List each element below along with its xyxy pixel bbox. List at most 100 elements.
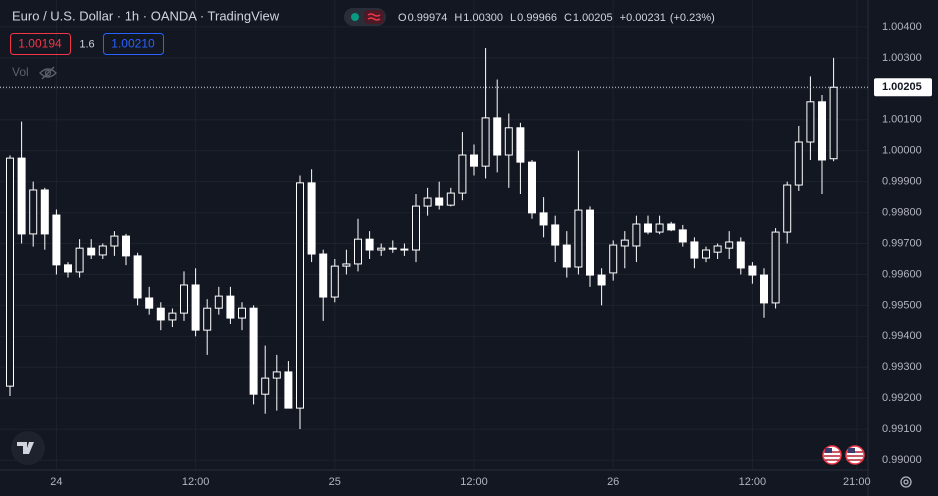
- y-tick-label: 0.99500: [882, 299, 922, 311]
- y-tick-label: 1.00400: [882, 21, 922, 33]
- candle-body: [342, 263, 351, 267]
- candle-body: [609, 244, 618, 274]
- candle-body: [794, 141, 803, 186]
- candle-body: [133, 255, 142, 299]
- candle-body: [632, 223, 641, 247]
- ohlc-legend: O 0.99974 H 1.00300 L 0.99966 C 1.00205 +0.00231…: [398, 12, 715, 24]
- candle-body: [307, 182, 316, 255]
- ohlc-value: 1.00205: [573, 12, 613, 24]
- candle-body: [458, 154, 467, 194]
- sell-button[interactable]: [10, 33, 71, 55]
- market-open-dot: [351, 13, 359, 21]
- volume-label: Vol: [12, 65, 29, 79]
- candle-body: [655, 223, 664, 233]
- candle-body: [29, 189, 38, 235]
- candle-body: [748, 265, 757, 276]
- hide-volume-icon[interactable]: [39, 66, 57, 80]
- candle-body: [423, 197, 432, 207]
- y-tick-label: 0.99600: [882, 268, 922, 280]
- ohlc-value: 0.99966: [517, 12, 557, 24]
- y-tick-label: 1.00300: [882, 52, 922, 64]
- x-tick-label: 21:00: [843, 476, 871, 488]
- ohlc-key: O: [398, 12, 407, 24]
- y-tick-label: 0.99900: [882, 176, 922, 188]
- candle-body: [667, 223, 676, 231]
- candle-body: [644, 223, 652, 233]
- last-price-box: [874, 78, 932, 97]
- candle-body: [388, 247, 397, 250]
- x-tick-label: 12:00: [460, 476, 488, 488]
- candle-body: [620, 239, 629, 247]
- buy-price[interactable]: 1.00210: [111, 37, 155, 51]
- y-tick-label: 0.99300: [882, 361, 922, 373]
- candle-body: [539, 212, 548, 226]
- candle-body: [330, 265, 339, 298]
- candle-body: [214, 295, 223, 309]
- candle-body: [771, 231, 780, 304]
- tradingview-logo[interactable]: [11, 431, 45, 465]
- ohlc-key: H: [454, 12, 462, 24]
- candle-body: [261, 377, 270, 395]
- candle-body: [180, 284, 188, 314]
- candle-body: [156, 307, 165, 321]
- candle-body: [168, 312, 177, 321]
- candle-body: [203, 307, 212, 331]
- candle-body: [713, 245, 722, 253]
- candle-body: [412, 205, 420, 251]
- candle-body: [110, 235, 119, 247]
- y-tick-label: 0.99400: [882, 330, 922, 342]
- candle-body: [284, 371, 293, 409]
- candle-body: [725, 241, 734, 249]
- y-tick-label: 0.99800: [882, 206, 922, 218]
- buy-button[interactable]: [103, 33, 164, 55]
- candle-body: [319, 253, 328, 298]
- candle-body: [365, 238, 374, 251]
- ohlc-value: 1.00300: [463, 12, 503, 24]
- candle-body: [597, 274, 606, 286]
- status-icon: [364, 10, 384, 24]
- candle-body: [75, 247, 84, 273]
- flag-icon[interactable]: [822, 445, 842, 465]
- candle-body: [400, 248, 409, 251]
- flag-icon[interactable]: [845, 445, 865, 465]
- candle-body: [249, 307, 258, 395]
- x-tick-label: 12:00: [182, 476, 210, 488]
- candle-body: [562, 244, 571, 268]
- candle-body: [783, 184, 792, 233]
- candle-body: [493, 117, 502, 156]
- change: +0.00231: [620, 12, 666, 24]
- ohlc-key: C: [564, 12, 572, 24]
- candle-body: [145, 297, 154, 309]
- sell-price[interactable]: 1.00194: [18, 37, 62, 51]
- candle-body: [516, 127, 525, 163]
- candle-body: [87, 247, 96, 256]
- x-tick-label: 25: [329, 476, 341, 488]
- candle-body: [64, 264, 72, 273]
- candle-body: [504, 127, 513, 156]
- candle-body: [574, 209, 583, 268]
- symbol-title: Euro / U.S. Dollar · 1h · OANDA · Tradin…: [12, 8, 280, 23]
- ohlc-value: 0.99974: [408, 12, 448, 24]
- candle-body: [296, 182, 304, 409]
- candle-body: [377, 247, 386, 251]
- candle-body: [98, 245, 107, 256]
- candle-body: [17, 157, 26, 235]
- axes: 0.99000 0.99100 0.99200 0.99300 0.99400 0.995…: [0, 21, 932, 488]
- candle-body: [690, 241, 699, 259]
- settings-gear[interactable]: [900, 476, 912, 488]
- ohlc-key: L: [510, 12, 516, 24]
- x-tick-label: 12:00: [739, 476, 767, 488]
- candle-body: [818, 101, 826, 161]
- candle-body: [829, 86, 838, 160]
- candle-body: [122, 235, 130, 257]
- candle-body: [191, 284, 200, 331]
- status-wave: [367, 13, 381, 21]
- grid: [0, 0, 868, 470]
- candle-body: [40, 189, 49, 235]
- candle-body: [272, 371, 281, 379]
- candle-body: [52, 214, 61, 266]
